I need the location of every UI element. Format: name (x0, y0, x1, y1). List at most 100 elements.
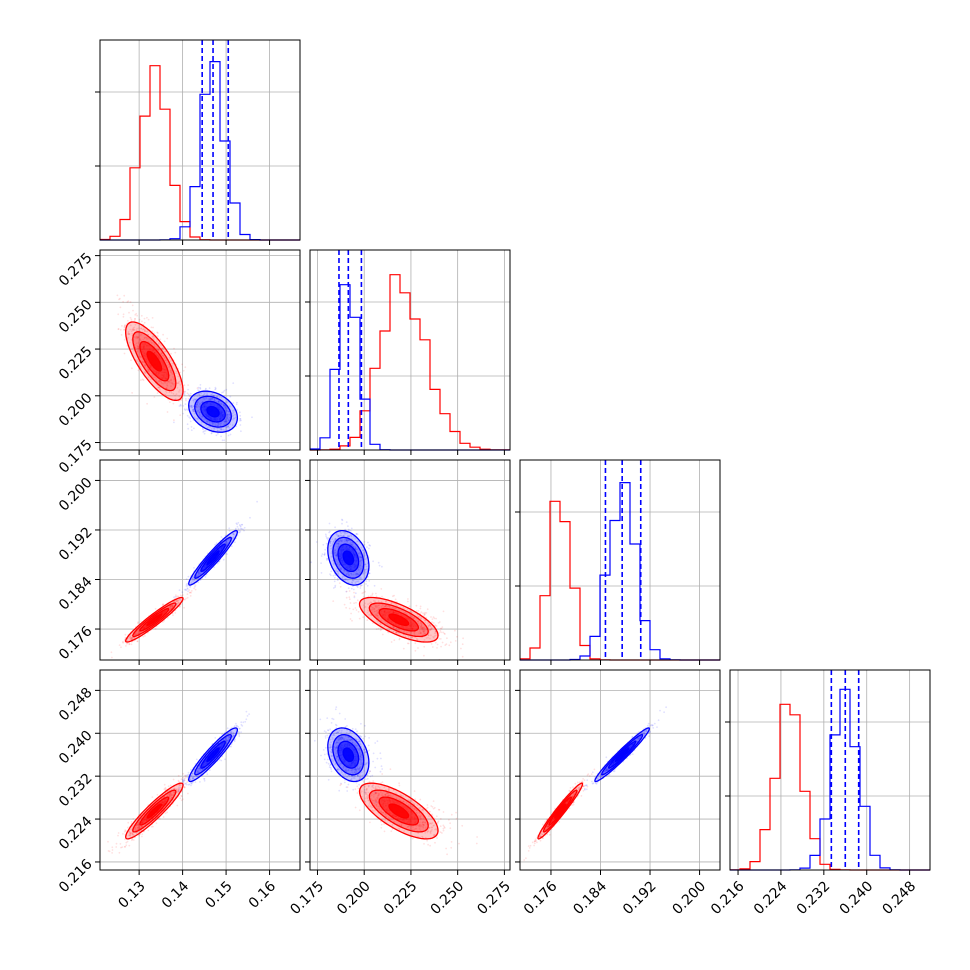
scatter-panel-4-1 (95, 669, 301, 875)
hist-panel-4 (725, 669, 931, 875)
x-tick-label: 0.250 (428, 878, 468, 918)
contour-line (594, 727, 651, 783)
panel-frame (99, 459, 301, 661)
y-tick-label: 0.184 (56, 574, 96, 614)
y-tick-label: 0.200 (56, 390, 96, 430)
contour-line (139, 340, 170, 382)
scatter-panel-3-1 (95, 459, 301, 665)
panel-frame (729, 669, 931, 871)
x-tick-label: 0.232 (794, 878, 834, 918)
y-tick-label: 0.250 (56, 297, 96, 337)
y-tick-label: 0.240 (56, 728, 96, 768)
panel-frame (309, 669, 511, 871)
contour-line (206, 550, 220, 566)
y-tick-label: 0.200 (56, 475, 96, 515)
contour-line (327, 529, 370, 586)
contour-line (146, 350, 163, 372)
hist-panel-2 (305, 249, 511, 455)
y-tick-label: 0.224 (56, 813, 96, 853)
contour-line (139, 607, 170, 632)
density-fill (615, 748, 629, 762)
contour-line (378, 796, 420, 826)
y-tick-label: 0.275 (56, 250, 96, 290)
contour-line (206, 747, 220, 763)
contour-line (332, 536, 365, 579)
hist-panel-3 (515, 459, 721, 665)
contour-line (200, 543, 226, 573)
contour-line (332, 733, 365, 776)
panel-frame (99, 39, 301, 241)
x-tick-label: 0.14 (159, 878, 192, 911)
contour-line (139, 796, 170, 826)
panel-frame (99, 249, 301, 451)
contour-line (146, 613, 163, 626)
scatter-panel-4-3 (515, 669, 721, 875)
contour-line (125, 782, 184, 840)
contour-line (388, 803, 410, 819)
density-fill (389, 804, 409, 818)
contour-line (327, 727, 370, 783)
x-tick-label: 0.200 (670, 878, 710, 918)
x-tick-label: 0.176 (521, 878, 561, 918)
x-tick-label: 0.216 (708, 878, 748, 918)
contour-line (132, 602, 177, 638)
contour-line (342, 747, 355, 763)
contour-line (188, 529, 239, 586)
x-tick-label: 0.184 (570, 878, 610, 918)
y-tick-label: 0.225 (56, 343, 96, 383)
contour-line (548, 796, 573, 826)
y-tick-label: 0.248 (56, 685, 96, 725)
x-tick-label: 0.200 (334, 878, 374, 918)
contour-line (368, 602, 429, 638)
contour-line (200, 400, 226, 423)
x-tick-label: 0.224 (751, 878, 791, 918)
contour-line (125, 596, 184, 643)
hist-panel-1 (95, 39, 301, 245)
panel-frame (519, 669, 721, 871)
contour-line (132, 789, 177, 833)
y-tick-label: 0.192 (56, 524, 96, 564)
contour-line (554, 803, 567, 819)
density-fill (207, 551, 220, 565)
x-tick-label: 0.15 (202, 878, 235, 911)
density-fill (554, 804, 566, 818)
density-fill (207, 406, 220, 417)
scatter-panel-3-2 (305, 459, 511, 665)
contour-line (342, 550, 355, 566)
density-fill (343, 748, 354, 762)
contour-line (200, 740, 226, 769)
x-tick-label: 0.13 (115, 878, 148, 911)
x-tick-label: 0.248 (880, 878, 920, 918)
panel-frame (99, 669, 301, 871)
contour-line (194, 395, 232, 428)
y-tick-label: 0.175 (56, 437, 96, 477)
density-fill (343, 551, 354, 565)
contour-line (337, 543, 360, 573)
density-fill (389, 614, 409, 626)
contour-line (337, 740, 360, 769)
density-fill (207, 748, 220, 762)
x-tick-label: 0.225 (381, 878, 421, 918)
contour-line (358, 596, 439, 643)
y-tick-label: 0.216 (56, 856, 96, 896)
y-tick-label: 0.176 (56, 623, 96, 663)
y-tick-label: 0.232 (56, 771, 96, 811)
panel-frame (309, 249, 511, 451)
x-tick-label: 0.175 (287, 878, 327, 918)
contour-line (188, 727, 239, 783)
x-tick-label: 0.275 (474, 878, 514, 918)
contour-line (125, 321, 184, 402)
x-tick-label: 0.16 (246, 878, 279, 911)
x-tick-label: 0.192 (620, 878, 660, 918)
contour-line (132, 331, 177, 392)
density-fill (147, 804, 162, 818)
scatter-panel-4-2 (305, 669, 511, 875)
contour-line (378, 607, 420, 632)
contour-line (601, 733, 644, 776)
contour-line (614, 747, 630, 763)
panel-frame (309, 459, 511, 661)
contour-line (368, 789, 429, 833)
contour-line (537, 782, 584, 840)
contour-line (542, 789, 578, 833)
